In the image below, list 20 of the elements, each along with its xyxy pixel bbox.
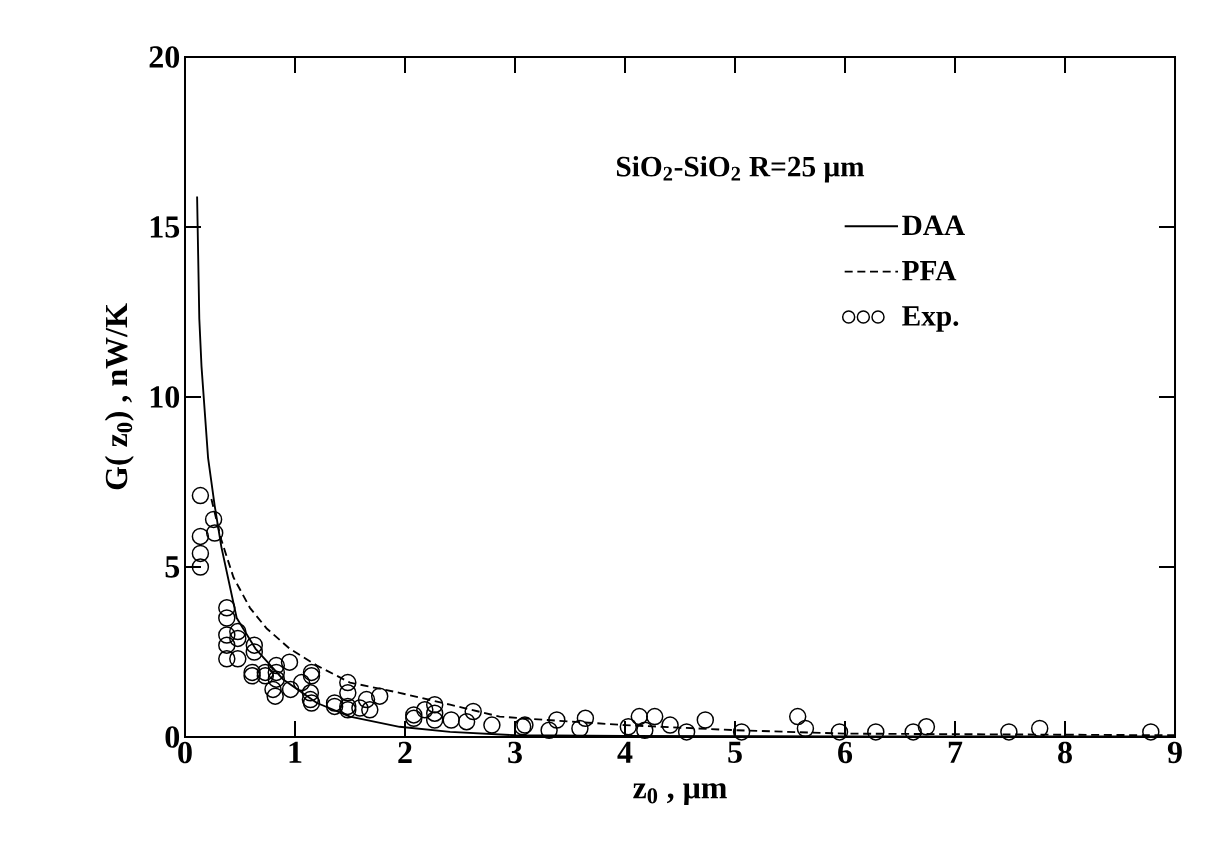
legend-label: PFA [902,260,957,281]
x-tick-label: 5 [728,741,742,763]
x-tick-label: 4 [617,741,633,763]
x-tick-label: 6 [838,741,853,764]
x-tick-label: 8 [1058,741,1072,764]
y-tick-label: 20 [149,46,180,68]
legend-label: DAA [902,215,965,236]
y-axis-title: G( z$_{0}$) , nW/K [104,303,134,490]
x-axis-title: z$_{0}$ , μm [633,783,727,806]
x-tick-label: 3 [508,741,522,764]
x-tick-label: 9 [1167,741,1182,764]
y-tick-label: 10 [150,386,180,408]
y-tick-label: 5 [165,556,180,578]
legend-label: Exp. [902,306,959,332]
x-tick-label: 2 [398,741,412,763]
annotation: SiO$_{2}$-SiO$_{2}$ R=25 μm [616,155,865,183]
x-tick-label: 1 [289,741,302,763]
y-tick-label: 0 [165,726,180,748]
y-tick-label: 15 [150,216,180,238]
x-tick-label: 7 [948,741,963,763]
